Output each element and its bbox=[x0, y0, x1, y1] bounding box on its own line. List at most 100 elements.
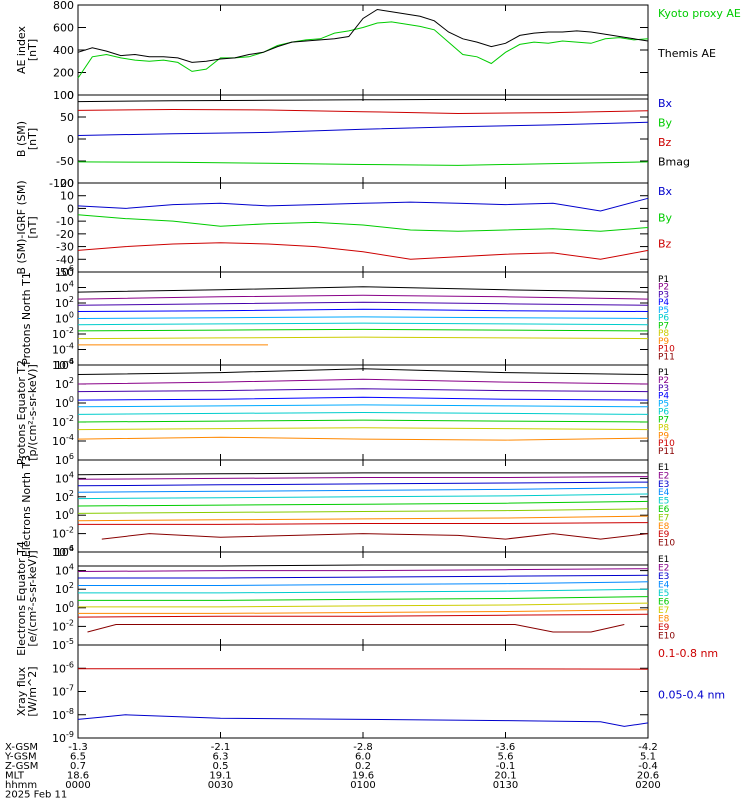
legend-label: E9 bbox=[658, 623, 670, 633]
series-line bbox=[77, 286, 649, 293]
legend-label: P10 bbox=[658, 345, 675, 355]
legend-label: P3 bbox=[658, 290, 669, 300]
legend-label: P3 bbox=[658, 384, 669, 394]
series-line bbox=[77, 481, 649, 487]
y-tick-label: 10-7 bbox=[52, 684, 74, 699]
y-tick-label: 10-4 bbox=[52, 342, 74, 357]
y-tick-label: 100 bbox=[55, 600, 74, 615]
y-tick-label: 10-6 bbox=[52, 660, 74, 675]
y-axis-label: [p/(cm²-s-sr-keV)] bbox=[26, 364, 39, 461]
series-line bbox=[77, 322, 649, 326]
y-axis-label: Xray flux bbox=[15, 666, 28, 716]
y-tick-label: -40 bbox=[56, 253, 74, 266]
panel-frame bbox=[77, 182, 649, 273]
series-line bbox=[77, 419, 649, 423]
series-line bbox=[77, 121, 649, 136]
y-axis-label: Electrons Equator T4 bbox=[15, 541, 28, 656]
legend-label: E6 bbox=[658, 505, 670, 515]
legend-label: P6 bbox=[658, 314, 669, 324]
x-table-value: 0.7 bbox=[70, 761, 86, 772]
legend-label: P5 bbox=[658, 400, 669, 410]
series-line bbox=[77, 436, 649, 441]
series-line bbox=[78, 345, 648, 346]
legend-label: 0.1-0.8 nm bbox=[658, 647, 718, 660]
series-line bbox=[77, 301, 649, 306]
legend-label: E3 bbox=[658, 480, 669, 490]
series-line bbox=[77, 197, 649, 212]
y-tick-label: 100 bbox=[55, 395, 74, 410]
series-line bbox=[78, 602, 649, 608]
series-line bbox=[77, 500, 649, 507]
y-axis-label: B (SM)-IGRF (SM) bbox=[15, 180, 28, 274]
legend-label: E1 bbox=[658, 555, 669, 565]
x-table-value: 20.6 bbox=[637, 771, 659, 782]
x-table-value: 0130 bbox=[493, 780, 518, 791]
legend-label: E10 bbox=[658, 632, 675, 642]
series-line bbox=[78, 596, 649, 601]
series-line bbox=[77, 242, 649, 260]
legend-label: E1 bbox=[658, 463, 669, 473]
legend-label: P11 bbox=[658, 352, 675, 362]
legend-label: P1 bbox=[658, 275, 669, 285]
series-line bbox=[77, 161, 649, 166]
x-table-value: 6.3 bbox=[213, 752, 229, 763]
x-table-value: -0.4 bbox=[638, 761, 658, 772]
y-tick-label: -50 bbox=[56, 155, 74, 168]
y-tick-label: 106 bbox=[55, 544, 74, 559]
x-table-value: -2.1 bbox=[211, 742, 231, 753]
panel-frame bbox=[77, 94, 649, 184]
y-tick-label: 400 bbox=[53, 44, 74, 57]
legend-label: P7 bbox=[658, 321, 669, 331]
series-line bbox=[78, 574, 649, 579]
legend-label: P4 bbox=[658, 298, 669, 308]
y-tick-label: -10 bbox=[56, 215, 74, 228]
y-axis-label: Protons North T1 bbox=[20, 272, 33, 365]
y-axis-label: Electrons North T3 bbox=[20, 455, 33, 557]
legend-label: Bz bbox=[658, 238, 672, 251]
series-line bbox=[77, 487, 649, 493]
legend-label: Kyoto proxy AE bbox=[658, 7, 741, 20]
legend-label: P10 bbox=[658, 439, 675, 449]
series-line bbox=[77, 308, 649, 312]
series-line bbox=[77, 427, 649, 431]
series-line bbox=[78, 609, 649, 614]
x-table-value: 0200 bbox=[635, 780, 660, 791]
y-tick-label: 100 bbox=[55, 507, 74, 522]
y-tick-label: 10-9 bbox=[52, 730, 74, 745]
x-row-label: MLT bbox=[5, 771, 25, 782]
series-line bbox=[78, 522, 649, 525]
x-table-value: -3.6 bbox=[496, 742, 516, 753]
y-tick-label: -100 bbox=[49, 177, 74, 190]
y-axis-label: B (SM) bbox=[15, 121, 28, 157]
x-table-value: 6.0 bbox=[355, 752, 371, 763]
series-line bbox=[87, 624, 625, 633]
legend-label: P2 bbox=[658, 283, 669, 293]
x-table-value: 5.6 bbox=[498, 752, 514, 763]
legend-label: P9 bbox=[658, 431, 669, 441]
series-line bbox=[77, 613, 649, 618]
series-line bbox=[77, 214, 649, 232]
x-table-value: -2.8 bbox=[353, 742, 373, 753]
x-table-value: -1.3 bbox=[68, 742, 88, 753]
legend-label: E6 bbox=[658, 598, 670, 608]
y-tick-label: 10 bbox=[60, 190, 74, 203]
x-table-value: 0000 bbox=[65, 780, 90, 791]
series-line bbox=[77, 378, 649, 385]
y-tick-label: 10-2 bbox=[52, 618, 74, 633]
x-row-label: X-GSM bbox=[5, 742, 38, 753]
series-line bbox=[78, 581, 649, 586]
series-line bbox=[77, 8, 649, 63]
series-line bbox=[78, 564, 648, 567]
y-tick-label: 800 bbox=[53, 0, 74, 12]
y-axis-label: [nT] bbox=[26, 128, 39, 150]
legend-label: Bx bbox=[658, 97, 673, 110]
y-axis-label: [nT] bbox=[26, 39, 39, 61]
series-line bbox=[77, 515, 649, 522]
y-tick-label: 10-2 bbox=[52, 326, 74, 341]
series-line bbox=[77, 493, 649, 500]
legend-label: P7 bbox=[658, 415, 669, 425]
y-tick-label: 102 bbox=[55, 295, 74, 310]
y-tick-label: 100 bbox=[55, 311, 74, 326]
series-line bbox=[77, 21, 649, 79]
y-tick-label: 102 bbox=[55, 581, 74, 596]
